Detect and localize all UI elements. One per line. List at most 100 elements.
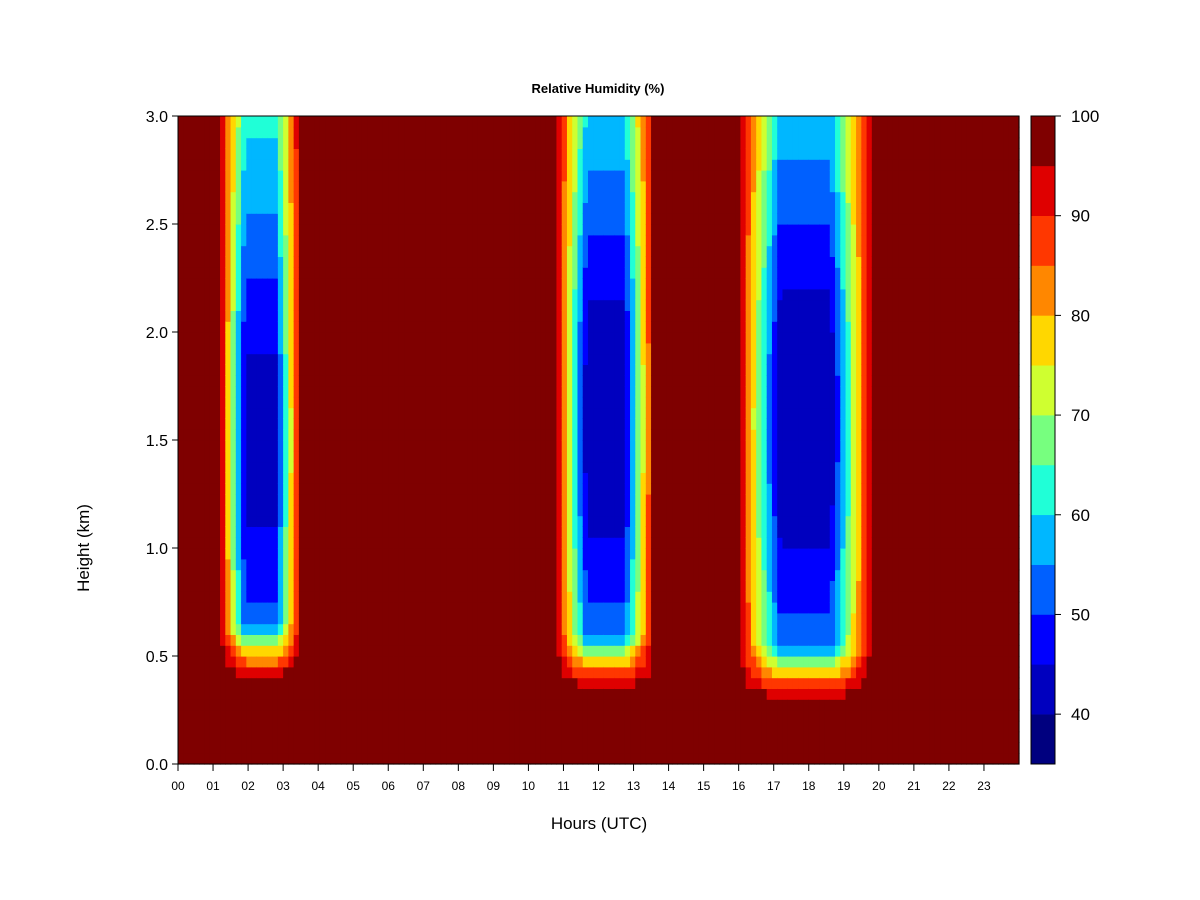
heatmap-cell xyxy=(193,180,200,193)
heatmap-cell xyxy=(293,548,300,560)
heatmap-cell xyxy=(572,731,579,743)
heatmap-cell xyxy=(430,299,437,311)
heatmap-cell xyxy=(435,742,442,754)
heatmap-cell xyxy=(456,548,463,560)
heatmap-cell xyxy=(561,180,568,193)
heatmap-cell xyxy=(467,580,473,592)
heatmap-cell xyxy=(482,602,489,614)
heatmap-cell xyxy=(493,494,500,506)
heatmap-cell xyxy=(398,569,405,581)
heatmap-cell xyxy=(220,342,226,355)
heatmap-cell xyxy=(493,170,500,182)
heatmap-cell xyxy=(225,440,232,452)
heatmap-cell xyxy=(178,148,184,160)
heatmap-cell xyxy=(593,612,600,625)
heatmap-cell xyxy=(477,753,484,765)
heatmap-cell xyxy=(603,191,610,203)
heatmap-cell xyxy=(183,386,190,398)
heatmap-cell xyxy=(272,256,279,268)
heatmap-cell xyxy=(204,461,211,473)
heatmap-cell xyxy=(530,677,537,689)
heatmap-cell xyxy=(488,170,494,182)
heatmap-cell xyxy=(572,645,579,657)
heatmap-cell xyxy=(330,688,337,700)
heatmap-cell xyxy=(524,720,531,733)
heatmap-cell xyxy=(440,224,447,236)
heatmap-cell xyxy=(577,612,584,625)
heatmap-cell xyxy=(346,396,353,409)
heatmap-cell xyxy=(419,742,426,754)
heatmap-cell xyxy=(456,504,463,517)
heatmap-cell xyxy=(561,634,568,646)
heatmap-cell xyxy=(593,699,600,711)
heatmap-cell xyxy=(382,288,389,301)
heatmap-cell xyxy=(540,213,547,225)
heatmap-cell xyxy=(188,677,195,689)
heatmap-cell xyxy=(467,191,473,203)
heatmap-cell xyxy=(351,753,358,765)
heatmap-cell xyxy=(193,558,200,571)
heatmap-cell xyxy=(183,526,190,538)
heatmap-cell xyxy=(609,353,615,365)
heatmap-cell xyxy=(204,731,211,743)
heatmap-cell xyxy=(193,202,200,214)
heatmap-cell xyxy=(225,666,232,679)
heatmap-cell xyxy=(372,450,379,463)
heatmap-cell xyxy=(309,742,316,754)
heatmap-cell xyxy=(393,634,400,646)
heatmap-cell xyxy=(393,116,400,128)
heatmap-cell xyxy=(214,623,221,635)
heatmap-cell xyxy=(482,461,489,473)
heatmap-cell xyxy=(593,159,600,171)
heatmap-cell xyxy=(356,710,363,722)
heatmap-cell xyxy=(535,278,542,290)
heatmap-cell xyxy=(293,202,300,214)
heatmap-cell xyxy=(414,612,421,625)
heatmap-cell xyxy=(587,267,594,279)
heatmap-cell xyxy=(235,418,242,430)
heatmap-cell xyxy=(609,504,615,517)
heatmap-cell xyxy=(414,699,421,711)
heatmap-cell xyxy=(540,386,547,398)
heatmap-cell xyxy=(572,386,579,398)
heatmap-cell xyxy=(451,602,458,614)
heatmap-cell xyxy=(251,234,258,247)
heatmap-cell xyxy=(425,731,431,743)
heatmap-cell xyxy=(551,677,558,689)
heatmap-cell xyxy=(593,396,600,409)
heatmap-cell xyxy=(609,656,615,668)
heatmap-cell xyxy=(241,137,247,149)
heatmap-cell xyxy=(283,677,289,689)
heatmap-cell xyxy=(566,126,573,139)
heatmap-cell xyxy=(409,310,416,322)
heatmap-cell xyxy=(404,569,410,581)
heatmap-cell xyxy=(409,548,416,560)
heatmap-cell xyxy=(566,699,573,711)
heatmap-cell xyxy=(225,321,232,333)
heatmap-cell xyxy=(572,224,579,236)
heatmap-cell xyxy=(346,224,353,236)
heatmap-cell xyxy=(267,753,274,765)
heatmap-cell xyxy=(251,202,258,214)
heatmap-cell xyxy=(524,731,531,743)
heatmap-cell xyxy=(503,288,510,301)
heatmap-cell xyxy=(220,440,226,452)
heatmap-cell xyxy=(325,634,332,646)
heatmap-cell xyxy=(298,677,305,689)
heatmap-cell xyxy=(277,299,284,311)
heatmap-cell xyxy=(235,278,242,290)
heatmap-cell xyxy=(472,537,479,549)
heatmap-cell xyxy=(298,418,305,430)
heatmap-cell xyxy=(398,483,405,495)
heatmap-cell xyxy=(430,116,437,128)
heatmap-cell xyxy=(603,450,610,463)
heatmap-cell xyxy=(230,159,237,171)
heatmap-cell xyxy=(419,116,426,128)
heatmap-cell xyxy=(199,666,205,679)
heatmap-cell xyxy=(409,375,416,387)
heatmap-cell xyxy=(309,137,316,149)
heatmap-cell xyxy=(367,569,374,581)
heatmap-cell xyxy=(456,386,463,398)
heatmap-cell xyxy=(566,612,573,625)
heatmap-cell xyxy=(277,148,284,160)
